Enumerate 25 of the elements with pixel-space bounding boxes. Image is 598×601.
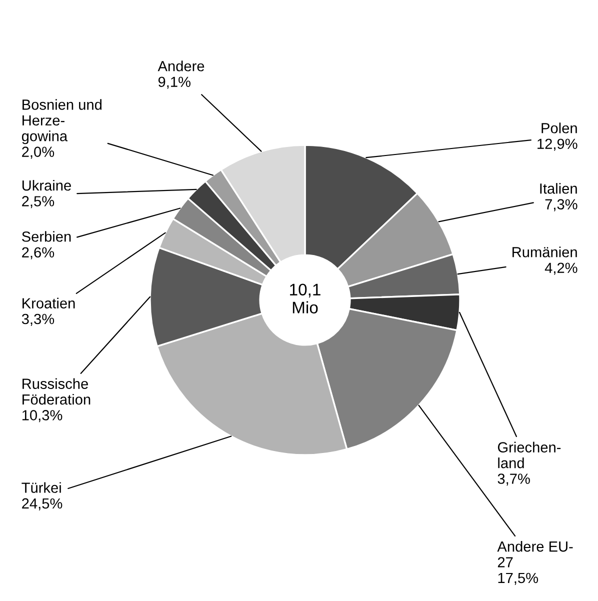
data-label: 2,6% <box>22 247 54 260</box>
slice-label: Rumänien <box>512 246 577 258</box>
data-label: 10,3% <box>22 410 62 422</box>
data-label: 3,7% <box>498 474 530 486</box>
slice-label: Andere <box>158 60 204 72</box>
slice-label: Kroatien <box>22 298 75 308</box>
text: 10,1 Mio <box>290 284 320 314</box>
data-label: 2,0% <box>22 146 54 159</box>
slice-label: Griechen- land <box>498 442 561 468</box>
slice-label: Ukraine <box>22 180 71 191</box>
slice-label: Italien <box>540 183 577 194</box>
slice-label: Bosnien und Herze- gowina <box>22 99 102 144</box>
data-label: 24,5% <box>22 498 62 510</box>
data-label: 7,3% <box>545 199 578 212</box>
data-label: 12,9% <box>538 138 578 151</box>
data-label: 4,2% <box>544 262 578 275</box>
data-label: 17,5% <box>498 572 538 585</box>
data-label: 3,3% <box>22 314 54 326</box>
data-label: 2,5% <box>22 196 54 208</box>
slice-label: Polen <box>542 122 577 134</box>
slice-label: Türkei <box>22 482 61 493</box>
slice-label: Andere EU- 27 <box>497 540 573 568</box>
data-label: 9,1% <box>158 76 190 89</box>
slice-label: Russische Föderation <box>22 378 90 405</box>
slice-label: Serbien <box>22 231 71 242</box>
